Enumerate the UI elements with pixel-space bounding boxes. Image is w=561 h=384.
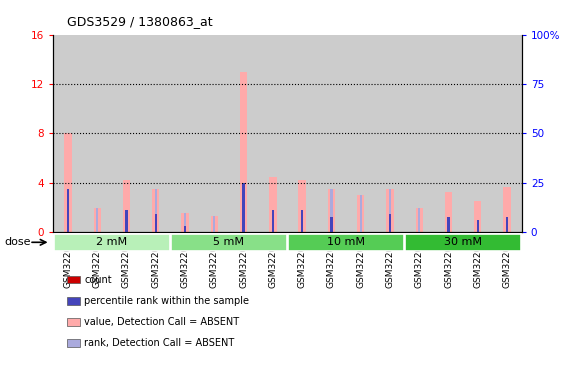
FancyBboxPatch shape xyxy=(54,234,169,251)
Text: 10 mM: 10 mM xyxy=(327,237,365,247)
Bar xyxy=(181,213,188,232)
Bar xyxy=(301,210,304,232)
Bar xyxy=(416,208,423,232)
Bar xyxy=(330,217,333,232)
Bar xyxy=(96,208,98,232)
Bar xyxy=(67,189,69,232)
Text: dose: dose xyxy=(4,237,31,247)
Bar xyxy=(184,213,186,232)
Text: value, Detection Call = ABSENT: value, Detection Call = ABSENT xyxy=(84,317,240,327)
Bar xyxy=(211,216,218,232)
Text: 30 mM: 30 mM xyxy=(444,237,482,247)
Bar xyxy=(184,226,186,232)
Bar xyxy=(346,35,375,232)
Bar xyxy=(477,220,479,232)
Bar xyxy=(404,35,434,232)
Text: 2 mM: 2 mM xyxy=(96,237,127,247)
Bar xyxy=(445,192,452,232)
Bar xyxy=(389,189,391,232)
Bar xyxy=(112,35,141,232)
Bar xyxy=(298,180,306,232)
Bar xyxy=(155,214,157,232)
Bar xyxy=(125,210,128,232)
Bar xyxy=(389,214,391,232)
Bar xyxy=(493,35,522,232)
Bar xyxy=(387,189,394,232)
Bar xyxy=(82,35,112,232)
Bar xyxy=(317,35,346,232)
Bar xyxy=(141,35,171,232)
Bar xyxy=(155,189,157,232)
FancyBboxPatch shape xyxy=(171,234,287,251)
Bar xyxy=(330,189,333,232)
Bar xyxy=(272,210,274,232)
Bar xyxy=(287,35,317,232)
Bar xyxy=(503,187,511,232)
Bar xyxy=(463,35,493,232)
Bar xyxy=(357,195,364,232)
Bar xyxy=(152,189,159,232)
Bar xyxy=(65,134,72,232)
Bar xyxy=(474,202,481,232)
Text: GDS3529 / 1380863_at: GDS3529 / 1380863_at xyxy=(67,15,213,28)
Bar xyxy=(447,217,450,232)
Bar xyxy=(506,217,508,232)
Bar xyxy=(375,35,404,232)
FancyBboxPatch shape xyxy=(288,234,404,251)
Bar xyxy=(67,189,69,232)
Bar xyxy=(229,35,258,232)
Bar xyxy=(123,180,130,232)
Bar xyxy=(53,35,82,232)
Bar xyxy=(125,210,128,232)
Bar xyxy=(418,208,420,232)
Bar xyxy=(213,216,215,232)
Text: percentile rank within the sample: percentile rank within the sample xyxy=(84,296,249,306)
Bar xyxy=(171,35,200,232)
Bar xyxy=(477,220,479,232)
Bar xyxy=(301,210,304,232)
Bar xyxy=(200,35,229,232)
Text: count: count xyxy=(84,275,112,285)
FancyBboxPatch shape xyxy=(406,234,521,251)
Text: 5 mM: 5 mM xyxy=(213,237,245,247)
Bar xyxy=(360,195,362,232)
Text: rank, Detection Call = ABSENT: rank, Detection Call = ABSENT xyxy=(84,338,234,348)
Bar xyxy=(240,72,247,232)
Bar xyxy=(94,208,101,232)
Bar xyxy=(328,189,335,232)
Bar xyxy=(269,177,277,232)
Bar xyxy=(434,35,463,232)
Bar xyxy=(242,183,245,232)
Bar xyxy=(258,35,287,232)
